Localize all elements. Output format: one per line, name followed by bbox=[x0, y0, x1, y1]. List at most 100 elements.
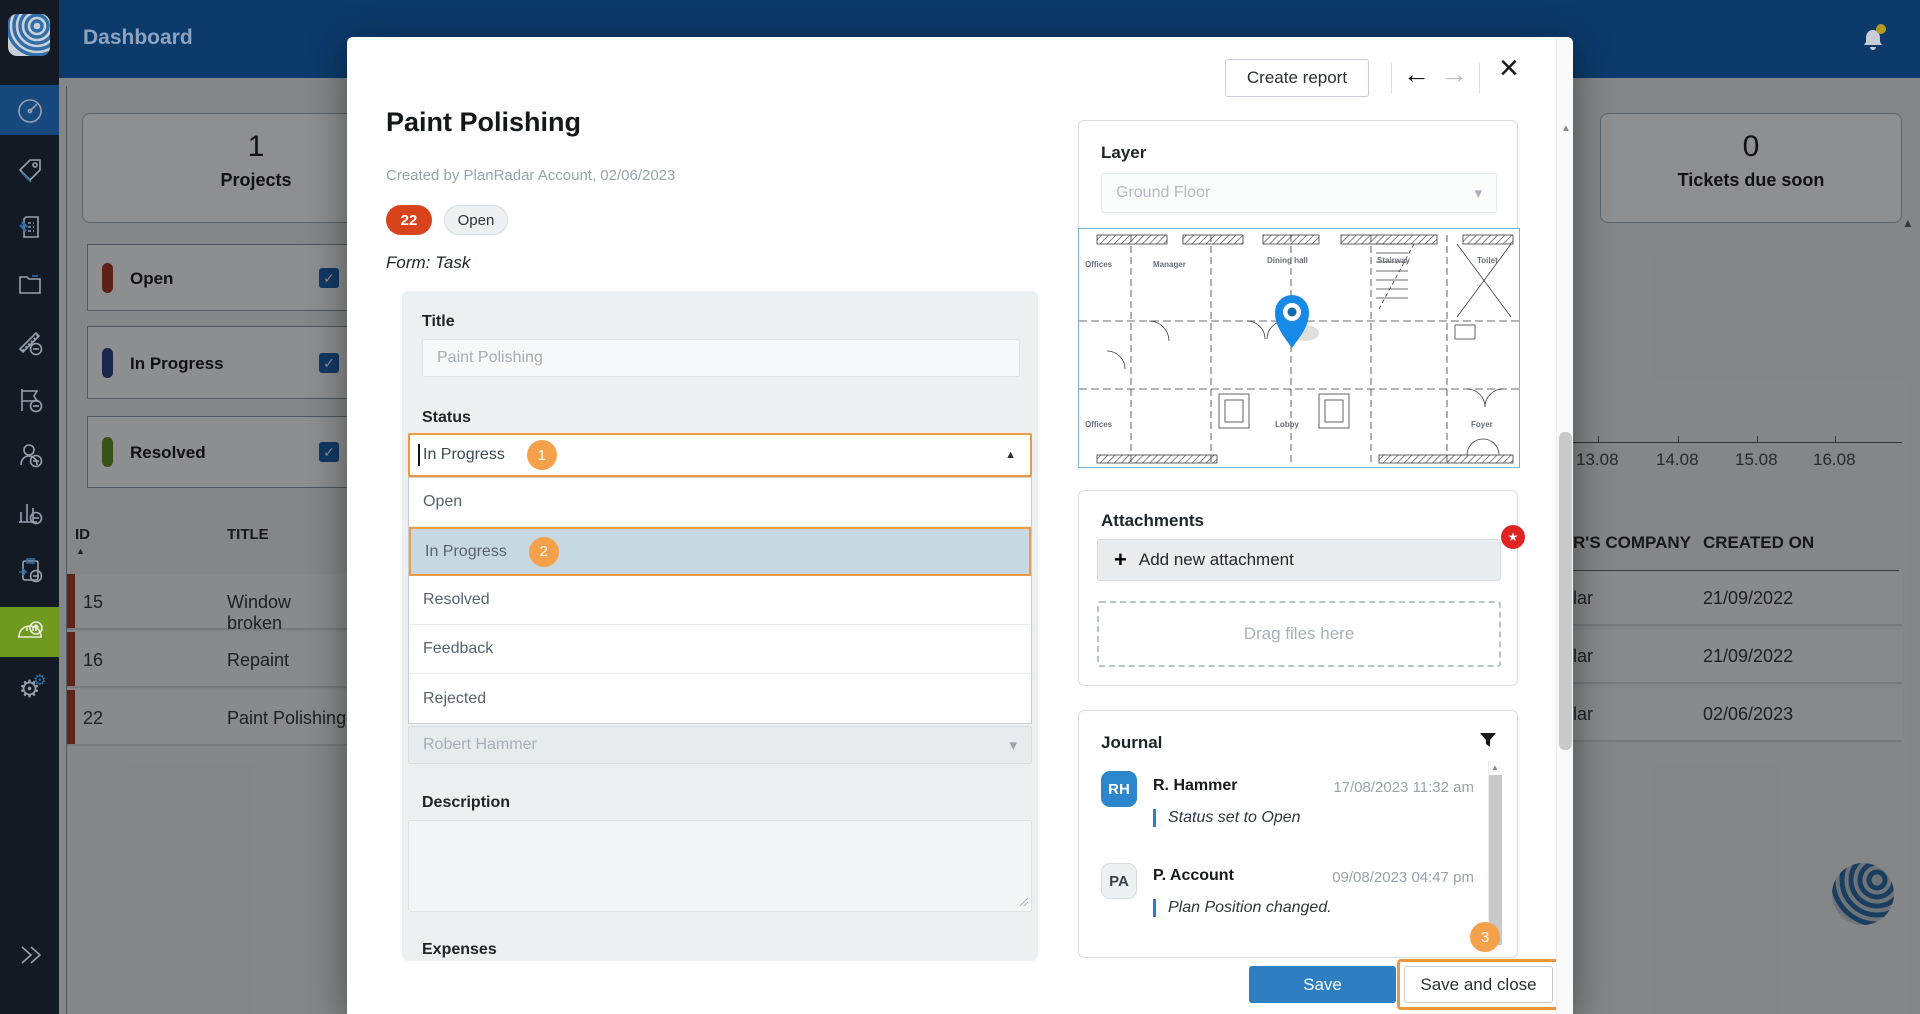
col-header-title[interactable]: TITLE bbox=[227, 526, 269, 543]
create-report-button[interactable]: Create report bbox=[1225, 59, 1369, 97]
statistics-disabled-icon bbox=[18, 504, 42, 525]
text-cursor bbox=[418, 444, 420, 466]
legend-card-in-progress[interactable]: In Progress ✓ bbox=[87, 326, 362, 399]
save-button[interactable]: Save bbox=[1249, 966, 1396, 1003]
table-row[interactable]: lar 02/06/2023 bbox=[1569, 688, 1902, 742]
star-icon: ★ bbox=[1507, 530, 1519, 544]
ticket-hammer-icon bbox=[18, 216, 39, 238]
sidebar-item-tasks[interactable] bbox=[0, 545, 59, 595]
room-label: Offices bbox=[1085, 260, 1113, 269]
journal-entry-text: Plan Position changed. bbox=[1153, 899, 1332, 917]
status-combobox[interactable]: In Progress 1 ▲ bbox=[408, 433, 1032, 477]
dashboard-icon bbox=[17, 99, 42, 123]
sidebar-item-tags[interactable] bbox=[0, 145, 59, 195]
next-ticket-icon[interactable]: → bbox=[1441, 59, 1468, 89]
sidebar-item-projects[interactable] bbox=[0, 260, 59, 310]
table-row[interactable]: 15 Window broken bbox=[67, 574, 349, 633]
description-textarea[interactable] bbox=[408, 820, 1032, 912]
select-arrow-icon: ▾ bbox=[1009, 737, 1017, 754]
table-row[interactable]: lar 21/09/2022 bbox=[1569, 572, 1902, 626]
journal-author: P. Account bbox=[1153, 867, 1234, 884]
add-attachment-button[interactable]: + Add new attachment bbox=[1097, 539, 1501, 581]
sort-asc-icon[interactable]: ▲ bbox=[76, 546, 85, 556]
row-id: 15 bbox=[83, 592, 104, 612]
tasks-disabled-icon bbox=[18, 558, 42, 583]
tag-icon bbox=[18, 159, 41, 183]
sidebar-item-upgrade[interactable] bbox=[0, 607, 59, 657]
close-icon[interactable]: × bbox=[1499, 49, 1519, 87]
table-row[interactable]: lar 21/09/2022 bbox=[1569, 630, 1902, 684]
col-header-id[interactable]: ID bbox=[75, 526, 90, 543]
option-label: Rejected bbox=[423, 689, 487, 707]
modal-scroll-thumb[interactable] bbox=[1559, 432, 1572, 750]
create-report-label: Create report bbox=[1246, 68, 1348, 87]
previous-ticket-icon[interactable]: ← bbox=[1403, 59, 1430, 89]
legend-card-resolved[interactable]: Resolved ✓ bbox=[87, 416, 362, 488]
room-label: Offices bbox=[1085, 420, 1113, 429]
projects-count: 1 bbox=[247, 130, 265, 163]
row-created-on: 21/09/2022 bbox=[1703, 588, 1794, 608]
row-status-accent bbox=[67, 632, 75, 686]
notifications-button[interactable] bbox=[1859, 24, 1887, 54]
file-dropzone[interactable]: Drag files here bbox=[1097, 601, 1501, 667]
sidebar-item-statistics[interactable] bbox=[0, 487, 59, 537]
floor-plan[interactable]: Offices Manager Dining hall Stairway Toi… bbox=[1078, 228, 1520, 468]
measure-disabled-icon bbox=[18, 331, 42, 356]
legend-in-progress-checkbox[interactable]: ✓ bbox=[319, 353, 339, 373]
chart-scroll-up-icon[interactable]: ▲ bbox=[1902, 216, 1914, 230]
sidebar-item-contacts[interactable] bbox=[0, 430, 59, 480]
sidebar-expand-button[interactable] bbox=[0, 930, 59, 980]
avatar: PA bbox=[1101, 863, 1137, 899]
hardhat-upgrade-icon bbox=[17, 621, 43, 638]
status-option-open[interactable]: Open bbox=[409, 478, 1031, 527]
journal-scrollbar[interactable]: ▲ bbox=[1488, 761, 1502, 953]
legend-open-checkbox[interactable]: ✓ bbox=[319, 268, 339, 288]
panel-border bbox=[66, 86, 67, 1014]
status-option-resolved[interactable]: Resolved bbox=[409, 576, 1031, 625]
title-input[interactable] bbox=[422, 339, 1020, 377]
planradar-logo-icon[interactable] bbox=[8, 14, 50, 56]
ticket-id-badge: 22 bbox=[386, 205, 432, 235]
save-and-close-button[interactable]: Save and close bbox=[1404, 966, 1553, 1003]
dropzone-label: Drag files here bbox=[1243, 624, 1355, 643]
layer-select[interactable]: Ground Floor ▾ bbox=[1101, 173, 1497, 213]
sidebar-item-dashboard[interactable] bbox=[0, 85, 59, 135]
header-divider bbox=[1569, 570, 1899, 571]
flag-disabled-icon bbox=[20, 389, 42, 413]
option-label: In Progress bbox=[425, 542, 507, 560]
col-header-created-on[interactable]: CREATED ON bbox=[1703, 533, 1815, 552]
scroll-up-icon[interactable]: ▲ bbox=[1491, 763, 1499, 772]
sidebar-item-flags[interactable] bbox=[0, 375, 59, 425]
room-label: Foyer bbox=[1471, 420, 1493, 429]
modal-scrollbar[interactable]: ▲ bbox=[1556, 37, 1573, 1014]
axis-tick bbox=[1757, 436, 1758, 443]
plan-pin-icon bbox=[1275, 295, 1319, 348]
room-label: Toilet bbox=[1477, 256, 1498, 265]
axis-tick-label: 14.08 bbox=[1656, 450, 1699, 469]
table-row[interactable]: 16 Repaint bbox=[67, 632, 349, 688]
legend-resolved-checkbox[interactable]: ✓ bbox=[319, 442, 339, 462]
row-title: Paint Polishing bbox=[227, 708, 347, 728]
journal-scroll-thumb[interactable] bbox=[1489, 775, 1502, 945]
journal-author: R. Hammer bbox=[1153, 777, 1238, 794]
table-row[interactable]: 22 Paint Polishing bbox=[67, 690, 349, 746]
scroll-up-icon[interactable]: ▲ bbox=[1561, 123, 1571, 134]
status-option-rejected[interactable]: Rejected bbox=[409, 674, 1031, 723]
status-option-in-progress[interactable]: In Progress 2 bbox=[409, 527, 1031, 576]
collapse-icon[interactable]: ▲ bbox=[1005, 449, 1016, 461]
legend-card-open[interactable]: Open ✓ 3 bbox=[87, 244, 362, 311]
col-header-creators-company[interactable]: R'S COMPANY bbox=[1573, 533, 1692, 552]
step-badge-3: 3 bbox=[1470, 922, 1500, 952]
stat-card-tickets-due[interactable]: 0 Tickets due soon bbox=[1600, 113, 1902, 223]
assignee-select[interactable]: Robert Hammer ▾ bbox=[408, 726, 1032, 764]
resize-handle-icon[interactable] bbox=[1018, 896, 1028, 906]
status-option-feedback[interactable]: Feedback bbox=[409, 625, 1031, 674]
sidebar-item-tickets[interactable] bbox=[0, 202, 59, 252]
plus-icon: + bbox=[1114, 547, 1127, 572]
attachments-label: Attachments bbox=[1101, 511, 1204, 530]
room-label: Lobby bbox=[1275, 420, 1300, 429]
sidebar-item-measurements[interactable] bbox=[0, 318, 59, 368]
gear-icon: ⚙ bbox=[18, 676, 41, 703]
sidebar-item-settings[interactable]: ⚙ ⚙ bbox=[0, 665, 59, 715]
filter-icon[interactable] bbox=[1479, 731, 1497, 749]
